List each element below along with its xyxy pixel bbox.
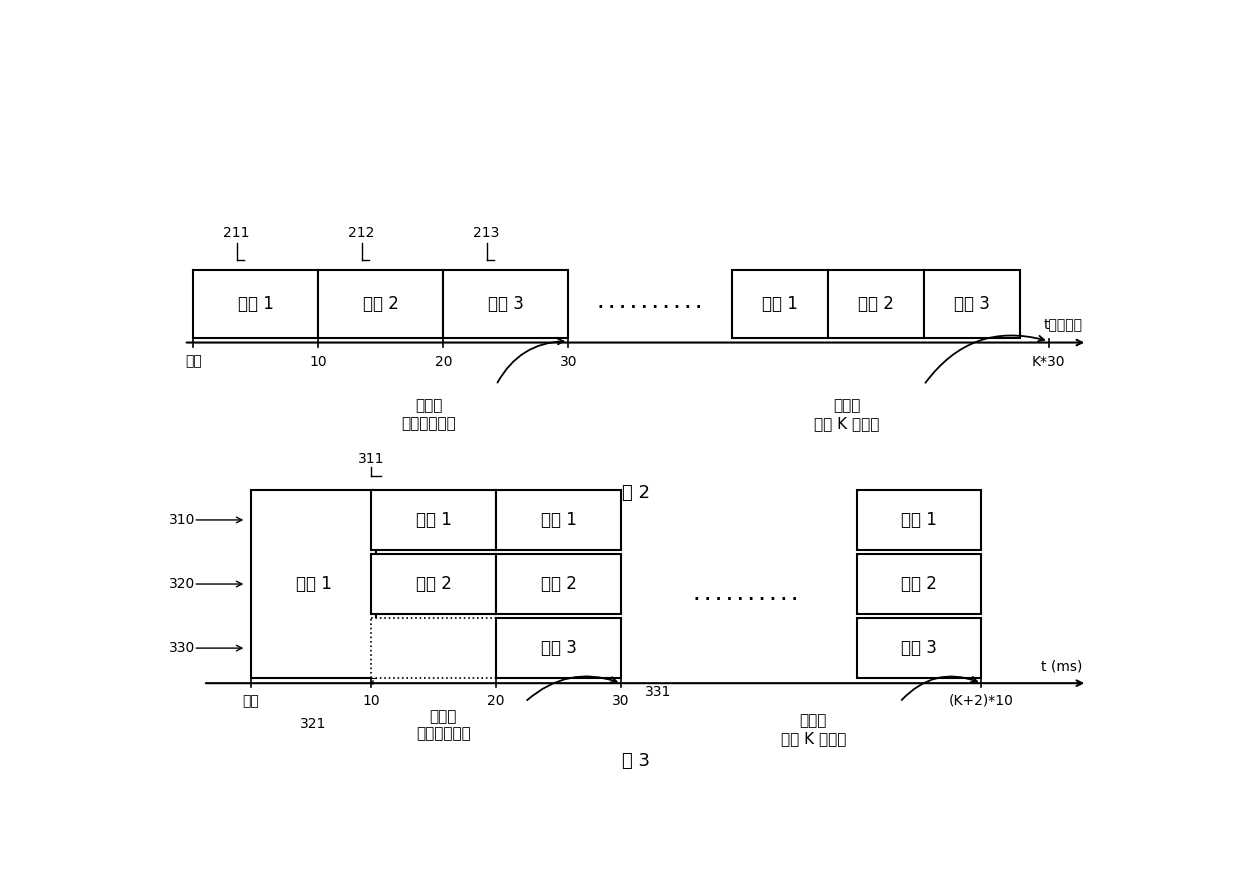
Bar (371, 554, 496, 614)
Text: 30: 30 (559, 355, 577, 369)
Text: 阶段 1: 阶段 1 (415, 511, 451, 529)
Text: 错误：
在第一次试验: 错误： 在第一次试验 (402, 399, 456, 431)
Text: 211: 211 (223, 226, 250, 240)
Text: 311: 311 (358, 452, 384, 466)
Text: 213: 213 (474, 226, 500, 240)
Text: 331: 331 (645, 685, 672, 699)
Text: 阶段 2: 阶段 2 (363, 295, 399, 313)
Text: 开始: 开始 (185, 355, 202, 369)
Bar (319, 271, 444, 338)
Text: 成功：
在第 K 次试验: 成功： 在第 K 次试验 (815, 399, 879, 431)
Text: 阶段 2: 阶段 2 (415, 575, 451, 593)
Text: 阶段 1: 阶段 1 (295, 575, 331, 593)
Bar (250, 490, 376, 678)
Text: 阶段 3: 阶段 3 (487, 295, 523, 313)
Bar (371, 490, 496, 550)
Text: 阶段 2: 阶段 2 (901, 575, 937, 593)
Bar (857, 618, 982, 678)
Text: 310: 310 (170, 513, 196, 527)
Text: 321: 321 (300, 717, 327, 731)
Text: K*30: K*30 (1032, 355, 1065, 369)
Text: 阶段 1: 阶段 1 (541, 511, 577, 529)
Text: 阶段 2: 阶段 2 (541, 575, 577, 593)
Text: 阶段 2: 阶段 2 (858, 295, 894, 313)
Bar (193, 271, 319, 338)
Bar (496, 618, 621, 678)
Bar (857, 490, 982, 550)
Text: (K+2)*10: (K+2)*10 (949, 694, 1014, 708)
Text: 20: 20 (487, 694, 505, 708)
Text: 错误：
在第一次试验: 错误： 在第一次试验 (415, 709, 471, 741)
Text: · · · · · · · · · ·: · · · · · · · · · · (694, 592, 797, 607)
Bar (857, 554, 982, 614)
Text: · · · · · · · · · ·: · · · · · · · · · · (598, 300, 702, 315)
Bar (444, 271, 568, 338)
Text: 阶段 1: 阶段 1 (901, 511, 937, 529)
Text: 212: 212 (348, 226, 374, 240)
Bar (496, 490, 621, 550)
Text: t（毫秒）: t（毫秒） (1043, 317, 1083, 331)
Text: 成功：
在第 K 次试验: 成功： 在第 K 次试验 (781, 714, 846, 746)
Text: 阶段 3: 阶段 3 (901, 639, 937, 657)
Bar (924, 271, 1021, 338)
Text: 图 2: 图 2 (621, 484, 650, 502)
Text: 10: 10 (362, 694, 379, 708)
Text: 320: 320 (170, 577, 196, 591)
Text: 图 3: 图 3 (621, 752, 650, 770)
Text: 开始: 开始 (243, 694, 259, 708)
Text: 10: 10 (310, 355, 327, 369)
Bar (828, 271, 924, 338)
Text: 30: 30 (613, 694, 630, 708)
Bar (371, 618, 496, 678)
Text: 阶段 1: 阶段 1 (761, 295, 797, 313)
Text: 阶段 1: 阶段 1 (238, 295, 274, 313)
Text: 阶段 3: 阶段 3 (541, 639, 577, 657)
Bar (496, 554, 621, 614)
Text: 20: 20 (434, 355, 453, 369)
Bar (732, 271, 828, 338)
Text: 330: 330 (170, 641, 196, 655)
Text: 阶段 3: 阶段 3 (954, 295, 990, 313)
Text: t (ms): t (ms) (1042, 660, 1083, 674)
